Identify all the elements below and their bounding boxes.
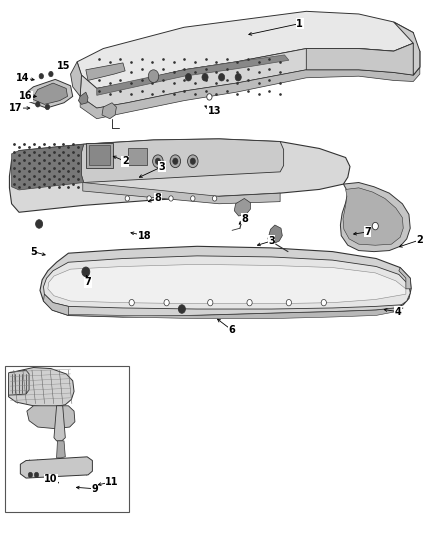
Circle shape — [169, 196, 173, 201]
Polygon shape — [86, 63, 125, 80]
Circle shape — [247, 300, 252, 306]
Text: 8: 8 — [242, 214, 249, 224]
Polygon shape — [54, 406, 65, 441]
Circle shape — [164, 300, 169, 306]
Text: 7: 7 — [85, 278, 92, 287]
Polygon shape — [12, 144, 84, 190]
Circle shape — [39, 74, 43, 79]
Bar — [86, 143, 113, 168]
Text: 16: 16 — [19, 91, 33, 101]
Circle shape — [129, 300, 134, 306]
Circle shape — [190, 158, 195, 165]
Text: 5: 5 — [30, 247, 37, 256]
Polygon shape — [27, 406, 75, 429]
Polygon shape — [102, 103, 117, 119]
Circle shape — [35, 102, 40, 107]
Text: 3: 3 — [159, 161, 166, 172]
Polygon shape — [10, 139, 350, 212]
Circle shape — [125, 196, 130, 201]
Text: 15: 15 — [57, 61, 71, 70]
Text: 11: 11 — [105, 477, 119, 487]
Circle shape — [147, 196, 151, 201]
Polygon shape — [234, 198, 251, 216]
Polygon shape — [399, 268, 411, 289]
Text: 2: 2 — [417, 235, 423, 245]
Text: 1: 1 — [297, 19, 303, 29]
Polygon shape — [83, 182, 280, 204]
Polygon shape — [268, 225, 283, 244]
Circle shape — [372, 222, 378, 230]
Text: 2: 2 — [122, 156, 128, 166]
Text: 4: 4 — [395, 306, 401, 317]
Polygon shape — [81, 139, 284, 182]
Polygon shape — [394, 22, 420, 75]
Polygon shape — [48, 264, 406, 304]
Polygon shape — [340, 182, 410, 252]
Circle shape — [321, 300, 326, 306]
Polygon shape — [77, 11, 413, 88]
Circle shape — [173, 158, 178, 165]
Polygon shape — [68, 308, 403, 319]
Text: 17: 17 — [9, 103, 23, 113]
Polygon shape — [306, 43, 420, 75]
Circle shape — [208, 300, 213, 306]
Circle shape — [148, 70, 159, 83]
Circle shape — [202, 74, 208, 81]
Polygon shape — [71, 62, 81, 96]
Circle shape — [187, 155, 198, 167]
Polygon shape — [9, 370, 29, 395]
Circle shape — [212, 196, 217, 201]
Polygon shape — [43, 294, 68, 316]
Circle shape — [28, 472, 32, 478]
Circle shape — [191, 196, 195, 201]
Circle shape — [155, 158, 160, 165]
Text: 10: 10 — [44, 474, 58, 484]
Polygon shape — [9, 368, 74, 407]
Circle shape — [170, 155, 180, 167]
FancyBboxPatch shape — [5, 366, 130, 512]
Polygon shape — [97, 55, 289, 95]
Circle shape — [286, 300, 291, 306]
Circle shape — [49, 71, 53, 77]
Circle shape — [219, 74, 225, 81]
Text: 18: 18 — [138, 231, 152, 241]
Text: 14: 14 — [16, 73, 29, 83]
Polygon shape — [78, 92, 88, 104]
Text: 6: 6 — [229, 325, 236, 335]
Circle shape — [34, 472, 39, 478]
Bar — [128, 149, 147, 165]
Polygon shape — [80, 67, 420, 119]
Polygon shape — [343, 188, 403, 245]
Circle shape — [178, 305, 185, 313]
Circle shape — [235, 74, 241, 81]
Polygon shape — [32, 83, 67, 104]
Circle shape — [207, 94, 212, 100]
Circle shape — [185, 74, 191, 81]
Circle shape — [152, 155, 163, 167]
Polygon shape — [20, 457, 92, 478]
Polygon shape — [43, 256, 410, 309]
Text: 13: 13 — [208, 106, 221, 116]
Polygon shape — [25, 79, 73, 108]
Polygon shape — [40, 246, 411, 317]
Circle shape — [82, 267, 90, 277]
Text: 9: 9 — [91, 484, 98, 494]
Circle shape — [35, 220, 42, 228]
Polygon shape — [57, 441, 65, 458]
Circle shape — [45, 104, 49, 110]
Bar — [89, 146, 110, 165]
Text: 7: 7 — [364, 227, 371, 237]
Polygon shape — [80, 43, 420, 108]
Text: 3: 3 — [268, 236, 275, 246]
Text: 8: 8 — [155, 193, 161, 204]
